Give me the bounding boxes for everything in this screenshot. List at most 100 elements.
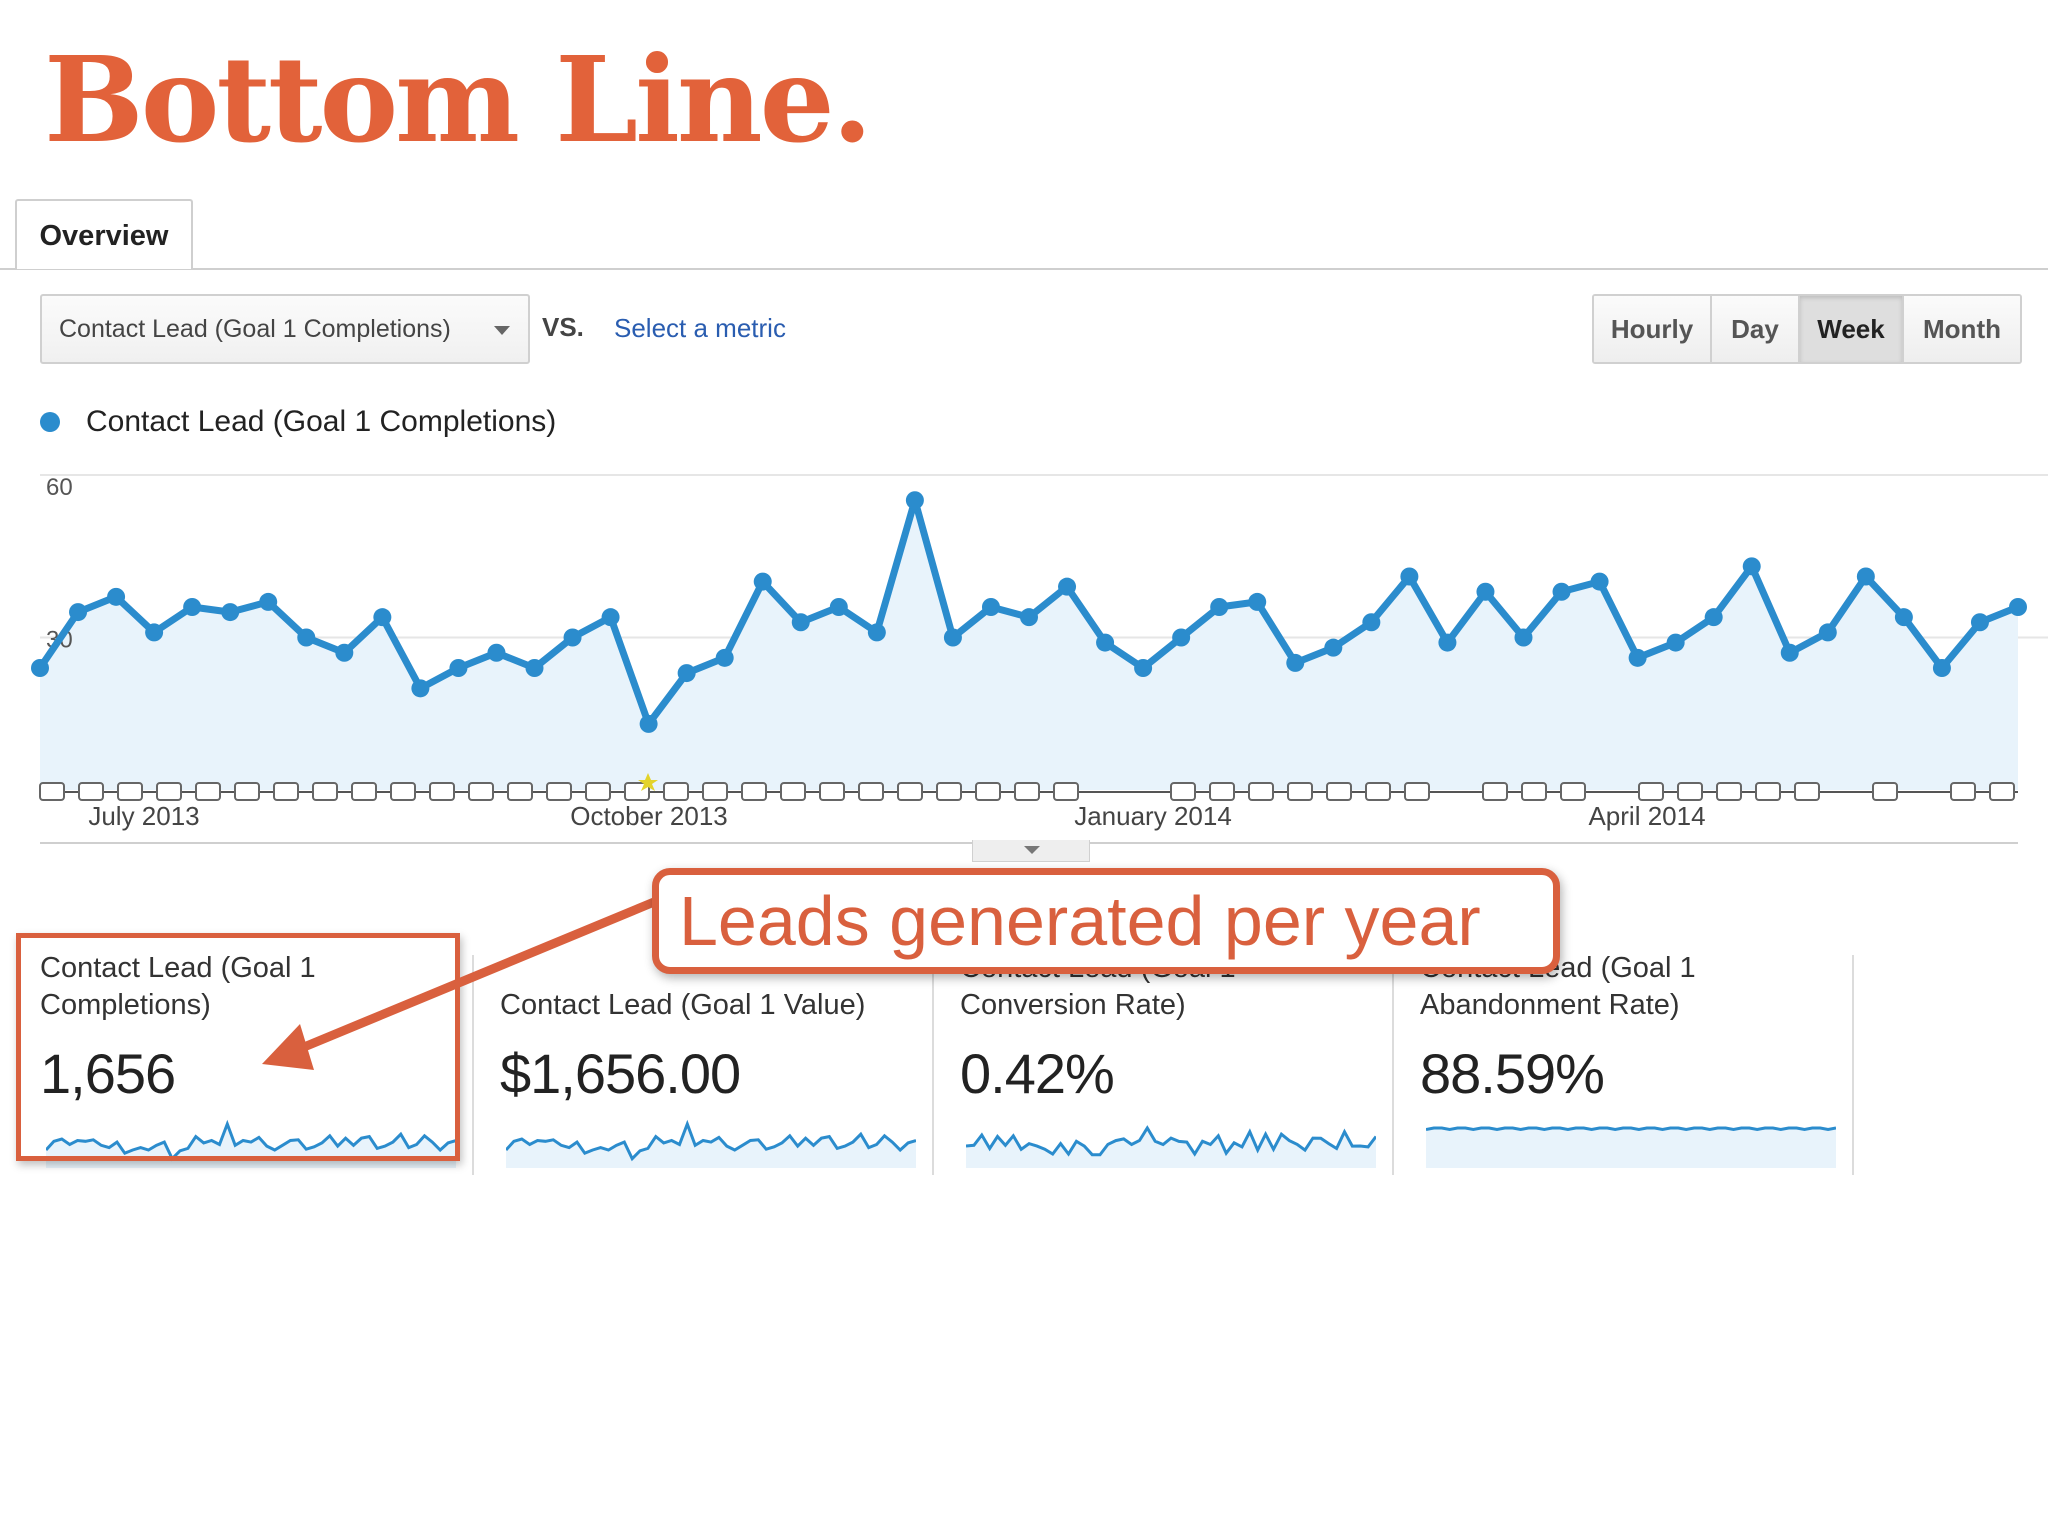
data-point — [449, 659, 468, 677]
select-metric-link[interactable]: Select a metric — [614, 313, 786, 343]
metric-select-value: Contact Lead (Goal 1 Completions) — [59, 315, 451, 343]
data-point — [1324, 638, 1343, 657]
hourly-button[interactable]: Hourly — [1594, 296, 1712, 362]
data-point — [791, 613, 810, 632]
tab-overview[interactable]: Overview — [15, 199, 193, 269]
data-point — [1096, 633, 1115, 652]
data-point — [1818, 623, 1837, 642]
data-point — [601, 608, 620, 627]
sparkline-line — [1426, 1126, 1836, 1132]
annotation-icon — [1482, 782, 1508, 801]
data-point — [1020, 608, 1038, 627]
data-point — [1438, 633, 1457, 652]
annotation-icon — [1794, 782, 1820, 801]
x-tick-label: July 2013 — [88, 801, 199, 831]
data-point — [69, 603, 88, 622]
sparkline-line — [46, 1119, 456, 1162]
caret-down-icon — [1024, 846, 1040, 854]
sparkline — [966, 1125, 1376, 1168]
annotation-icon — [1170, 782, 1196, 801]
month-button[interactable]: Month — [1904, 296, 2020, 362]
data-point — [1932, 659, 1951, 677]
sparkline-line — [506, 1119, 916, 1162]
annotation-icon — [1053, 782, 1079, 801]
data-point — [677, 664, 696, 683]
data-point — [905, 491, 924, 510]
scorecard-abandonment-rate[interactable]: Contact Lead (Goal 1 Abandonment Rate) 8… — [1420, 950, 1840, 1180]
scorecard-value: 0.42% — [960, 1042, 1115, 1105]
annotation-icon — [1755, 782, 1781, 801]
time-granularity-group: Hourly Day Week Month — [1592, 294, 2022, 364]
annotation-icon — [663, 782, 689, 801]
annotation-icon — [1248, 782, 1274, 801]
annotation-icon — [156, 782, 182, 801]
annotation-icon — [1365, 782, 1391, 801]
data-point — [1172, 628, 1191, 647]
annotation-icon — [1209, 782, 1235, 801]
x-tick-label: October 2013 — [570, 801, 728, 831]
legend-dot-icon — [40, 412, 60, 432]
annotation-icon — [780, 782, 806, 801]
annotation-icon — [351, 782, 377, 801]
annotation-icon — [1404, 782, 1430, 801]
data-point — [753, 572, 772, 591]
week-button[interactable]: Week — [1800, 296, 1904, 362]
slide-title: Bottom Line. — [44, 30, 873, 169]
annotation-icon — [78, 782, 104, 801]
annotation-icon — [1287, 782, 1313, 801]
data-point — [2009, 598, 2027, 616]
data-point — [1590, 572, 1609, 591]
annotation-icon — [273, 782, 299, 801]
data-point — [525, 659, 544, 677]
scorecard-value-metric[interactable]: Contact Lead (Goal 1 Value) $1,656.00 — [500, 950, 920, 1180]
annotation-icon — [1638, 782, 1664, 801]
annotation-icon — [312, 782, 338, 801]
annotation-icon — [585, 782, 611, 801]
sparkline-line — [966, 1125, 1376, 1157]
data-point — [1894, 608, 1913, 627]
annotation-icon — [1014, 782, 1040, 801]
data-point — [867, 623, 886, 642]
data-point — [1742, 557, 1761, 576]
scorecard-value: $1,656.00 — [500, 1042, 741, 1105]
divider — [472, 955, 474, 1175]
annotation-icon — [897, 782, 923, 801]
data-point — [1400, 567, 1419, 586]
data-point — [1628, 648, 1647, 667]
data-point — [1210, 598, 1229, 616]
legend-label: Contact Lead (Goal 1 Completions) — [86, 405, 557, 438]
x-tick-label: April 2014 — [1588, 801, 1705, 831]
annotation-icon — [117, 782, 143, 801]
scorecard-label: Contact Lead (Goal 1 Abandonment Rate) — [1420, 952, 1696, 1021]
sparkline — [1426, 1126, 1836, 1168]
annotation-icon — [234, 782, 260, 801]
scorecard-value: 88.59% — [1420, 1042, 1605, 1105]
data-point — [31, 659, 49, 677]
data-point — [1552, 582, 1571, 601]
annotation-icon — [936, 782, 962, 801]
data-point — [1780, 643, 1799, 662]
sparkline-fill — [1426, 1128, 1836, 1168]
sparkline — [506, 1119, 916, 1168]
scorecard-value: 1,656 — [40, 1042, 176, 1105]
data-point — [563, 628, 582, 647]
annotation-icon — [741, 782, 767, 801]
metric-select-dropdown[interactable]: Contact Lead (Goal 1 Completions) — [40, 294, 530, 364]
annotation-icon — [195, 782, 221, 801]
annotation-icon — [1326, 782, 1352, 801]
data-point — [829, 598, 848, 616]
divider — [1852, 955, 1854, 1175]
divider — [932, 955, 934, 1175]
divider — [1392, 955, 1394, 1175]
data-point — [183, 598, 202, 616]
annotation-icon — [702, 782, 728, 801]
day-button[interactable]: Day — [1712, 296, 1800, 362]
data-point — [411, 679, 430, 698]
highlight-box — [16, 933, 460, 1161]
data-point — [981, 598, 1000, 616]
scorecard-conversion-rate[interactable]: Contact Lead (Goal 1 Conversion Rate) 0.… — [960, 950, 1380, 1180]
data-point — [373, 608, 392, 627]
annotation-icon — [1989, 782, 2015, 801]
chart-collapse-handle[interactable] — [972, 840, 1090, 862]
